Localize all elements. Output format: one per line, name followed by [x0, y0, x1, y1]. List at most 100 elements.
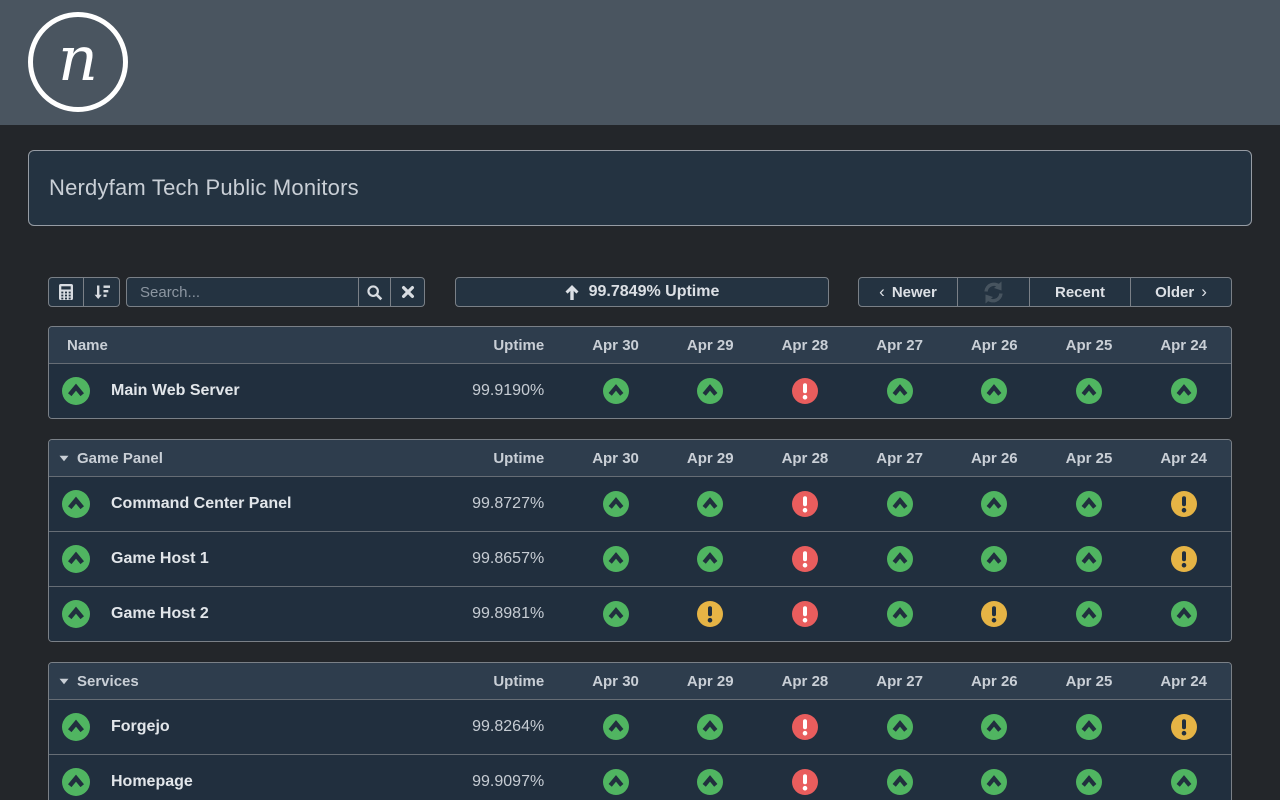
- monitor-row[interactable]: Command Center Panel99.8727%: [49, 476, 1231, 531]
- caret-down-icon: [59, 453, 69, 463]
- status-up-icon: [697, 491, 723, 517]
- refresh-button[interactable]: [958, 277, 1030, 307]
- status-warning-icon: [697, 601, 723, 627]
- day-status-cell: [1136, 491, 1231, 517]
- status-warning-icon: [1171, 491, 1197, 517]
- status-up-icon: [603, 714, 629, 740]
- monitor-name: Game Host 1: [111, 550, 448, 568]
- status-up-icon: [603, 769, 629, 795]
- status-up-icon: [981, 769, 1007, 795]
- status-up-icon: [603, 546, 629, 572]
- day-status-cell: [947, 714, 1042, 740]
- status-down-icon: [792, 491, 818, 517]
- search-button[interactable]: [359, 277, 391, 307]
- day-status-cell: [947, 491, 1042, 517]
- group-header[interactable]: Game Panel: [49, 450, 448, 467]
- column-header-date: Apr 28: [758, 337, 853, 354]
- monitor-status-icon: [62, 545, 90, 573]
- status-up-icon: [981, 378, 1007, 404]
- chevron-right-icon: ›: [1201, 283, 1207, 302]
- older-button[interactable]: Older ›: [1131, 277, 1232, 307]
- monitor-uptime: 99.9097%: [448, 773, 568, 791]
- day-status-cell: [758, 546, 853, 572]
- status-up-icon: [887, 769, 913, 795]
- search-icon: [366, 284, 383, 301]
- status-up-icon: [887, 546, 913, 572]
- status-up-icon: [887, 378, 913, 404]
- column-header-date: Apr 25: [1042, 337, 1137, 354]
- column-header-date: Apr 29: [663, 337, 758, 354]
- status-up-icon: [981, 491, 1007, 517]
- column-header-date: Apr 27: [852, 673, 947, 690]
- column-header-date: Apr 30: [568, 450, 663, 467]
- table-view-button[interactable]: [48, 277, 84, 307]
- monitor-name: Command Center Panel: [111, 495, 448, 513]
- day-status-cell: [663, 491, 758, 517]
- day-status-cell: [1042, 491, 1137, 517]
- monitor-uptime: 99.9190%: [448, 382, 568, 400]
- day-status-cell: [758, 714, 853, 740]
- monitor-row[interactable]: Game Host 299.8981%: [49, 586, 1231, 641]
- search-input[interactable]: [126, 277, 359, 307]
- status-up-icon: [697, 546, 723, 572]
- monitor-row[interactable]: Game Host 199.8657%: [49, 531, 1231, 586]
- table-header-row: ServicesUptimeApr 30Apr 29Apr 28Apr 27Ap…: [49, 663, 1231, 699]
- page-title: Nerdyfam Tech Public Monitors: [49, 175, 359, 201]
- status-up-icon: [1076, 378, 1102, 404]
- day-status-cell: [1136, 601, 1231, 627]
- column-header-date: Apr 25: [1042, 673, 1137, 690]
- day-status-cell: [947, 769, 1042, 795]
- column-header-date: Apr 25: [1042, 450, 1137, 467]
- day-status-cell: [663, 378, 758, 404]
- status-up-icon: [603, 378, 629, 404]
- day-status-cell: [947, 546, 1042, 572]
- recent-button[interactable]: Recent: [1030, 277, 1131, 307]
- day-status-cell: [852, 601, 947, 627]
- site-logo[interactable]: n: [28, 12, 128, 112]
- toolbar-left: [48, 277, 425, 307]
- day-status-cell: [663, 714, 758, 740]
- day-status-cell: [852, 491, 947, 517]
- monitor-status-cell: [49, 713, 111, 741]
- monitor-row[interactable]: Forgejo99.8264%: [49, 699, 1231, 754]
- status-up-icon: [1076, 491, 1102, 517]
- column-header-date: Apr 26: [947, 450, 1042, 467]
- monitor-row[interactable]: Main Web Server99.9190%: [49, 363, 1231, 418]
- toolbar: 99.7849% Uptime ‹ Newer Recent: [48, 277, 1232, 307]
- sort-button[interactable]: [84, 277, 120, 307]
- monitor-row[interactable]: Homepage99.9097%: [49, 754, 1231, 800]
- group-header[interactable]: Services: [49, 673, 448, 690]
- newer-label: Newer: [892, 284, 937, 301]
- monitor-status-cell: [49, 768, 111, 796]
- group-label: Game Panel: [77, 450, 163, 467]
- day-status-cell: [568, 491, 663, 517]
- day-status-cell: [663, 546, 758, 572]
- table-header-row: Game PanelUptimeApr 30Apr 29Apr 28Apr 27…: [49, 440, 1231, 476]
- overall-uptime-badge: 99.7849% Uptime: [455, 277, 829, 307]
- column-header-date: Apr 27: [852, 337, 947, 354]
- clear-search-button[interactable]: [391, 277, 425, 307]
- day-status-cell: [568, 714, 663, 740]
- day-status-cell: [568, 769, 663, 795]
- status-up-icon: [1076, 601, 1102, 627]
- overall-uptime-label: 99.7849% Uptime: [589, 283, 720, 301]
- status-down-icon: [792, 546, 818, 572]
- monitor-uptime: 99.8981%: [448, 605, 568, 623]
- day-status-cell: [758, 378, 853, 404]
- column-header-date: Apr 26: [947, 337, 1042, 354]
- status-up-icon: [697, 714, 723, 740]
- column-header-date: Apr 29: [663, 673, 758, 690]
- day-status-cell: [568, 378, 663, 404]
- status-warning-icon: [1171, 714, 1197, 740]
- newer-button[interactable]: ‹ Newer: [858, 277, 958, 307]
- day-status-cell: [1136, 714, 1231, 740]
- status-up-icon: [887, 601, 913, 627]
- arrow-up-icon: [564, 284, 580, 301]
- column-header-date: Apr 28: [758, 673, 853, 690]
- day-status-cell: [947, 601, 1042, 627]
- day-status-cell: [758, 491, 853, 517]
- column-header-name: Name: [49, 337, 448, 354]
- status-up-icon: [981, 714, 1007, 740]
- day-status-cell: [852, 378, 947, 404]
- column-header-date: Apr 30: [568, 337, 663, 354]
